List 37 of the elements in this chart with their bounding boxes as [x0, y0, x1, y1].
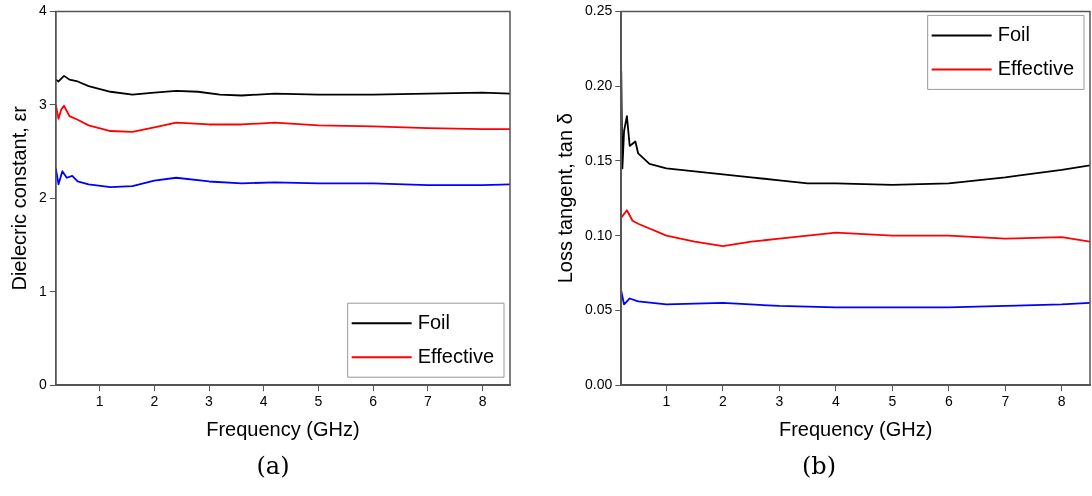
x-tick-label: 1: [95, 393, 104, 410]
x-axis-title: Frequency (GHz): [206, 417, 360, 440]
legend-label: Effective: [417, 344, 495, 367]
y-tick-label: 4: [38, 2, 47, 19]
y-axis-title: Dielecric constant, εr: [7, 105, 30, 291]
x-tick-label: 4: [831, 393, 840, 410]
y-tick-label: 3: [38, 95, 47, 112]
legend-label: Foil: [417, 310, 450, 333]
x-tick-label: 2: [150, 393, 159, 410]
x-tick-label: 7: [424, 393, 433, 410]
legend-label: Effective: [997, 56, 1075, 79]
y-tick-label: 0.15: [585, 151, 613, 168]
y-tick-label: 0.05: [585, 301, 613, 318]
y-tick-label: 0: [38, 376, 47, 393]
x-tick-label: 5: [314, 393, 323, 410]
y-tick-label: 0.20: [585, 77, 613, 94]
y-tick-label: 1: [38, 282, 47, 299]
x-tick-label: 1: [662, 393, 671, 410]
y-tick-label: 0.25: [585, 2, 613, 19]
text: (a): [255, 451, 291, 482]
x-tick-label: 8: [478, 393, 487, 410]
x-axis-title: Frequency (GHz): [778, 417, 933, 440]
x-tick-label: 6: [944, 393, 953, 410]
y-tick-label: 0.10: [585, 226, 613, 243]
x-tick-label: 7: [1001, 393, 1010, 410]
x-tick-label: 3: [205, 393, 214, 410]
x-tick-label: 2: [719, 393, 728, 410]
x-tick-label: 8: [1057, 393, 1066, 410]
x-tick-label: 3: [775, 393, 784, 410]
y-tick-label: 0.00: [585, 376, 613, 393]
text: (b): [800, 451, 838, 482]
x-tick-label: 6: [369, 393, 378, 410]
x-tick-label: 4: [259, 393, 268, 410]
y-tick-label: 2: [38, 189, 47, 206]
y-axis-title: Loss tangent, tan δ: [553, 113, 576, 284]
legend-label: Foil: [997, 22, 1030, 45]
x-tick-label: 5: [888, 393, 897, 410]
